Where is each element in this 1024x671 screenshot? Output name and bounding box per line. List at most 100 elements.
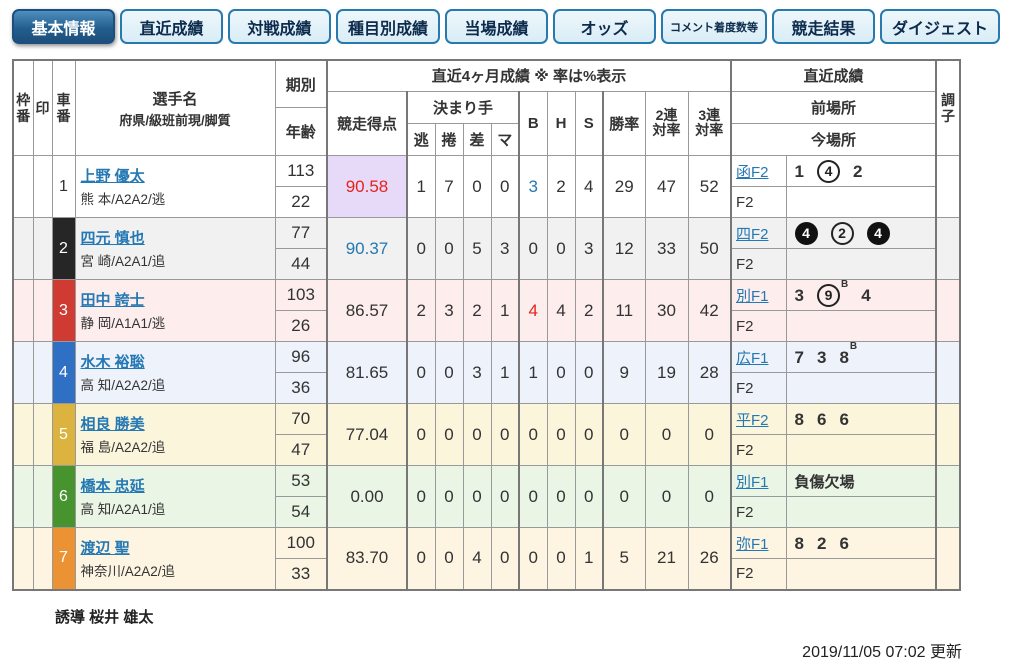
mark-cell (32, 279, 53, 342)
col-header-player-name: 選手名 (152, 90, 198, 108)
h-cell: 2 (546, 155, 576, 218)
prev-venue-cell: 別F1 (730, 465, 787, 497)
kimarite-cell: 0 (490, 527, 520, 590)
kimarite-cell: 2 (406, 279, 436, 342)
col-header-period-age: 期別 年齢 (274, 59, 328, 156)
col-header-quinella2: 2連 対率 (644, 90, 689, 156)
condition-cell (935, 279, 961, 342)
finish-mark: 4 (866, 221, 890, 245)
finish-mark: 3 (816, 347, 827, 367)
kimarite-cell: 3 (434, 279, 464, 342)
bike-number-badge: 4 (51, 341, 76, 404)
mark-cell (32, 465, 53, 528)
prev-venue-link[interactable]: 別F1 (736, 287, 769, 305)
mark-cell (32, 403, 53, 466)
kimarite-cell: 7 (434, 155, 464, 218)
rider-name-link[interactable]: 四元 慎也 (80, 230, 145, 247)
kimarite-cell: 0 (406, 403, 436, 466)
rider-name-link[interactable]: 田中 誇士 (80, 292, 145, 309)
tab-head-to-head[interactable]: 対戦成績 (228, 9, 331, 44)
quinella2-cell: 30 (644, 279, 689, 342)
rider-row-top: 7 渡辺 聖神奈川/A2A2/追 100 83.70 0 0 4 0 0 0 1 5 21 26 弥F1 8 2… (12, 527, 961, 590)
col-header-age: 年齢 (285, 124, 316, 141)
rider-name-link[interactable]: 橋本 忠延 (80, 478, 145, 495)
period-cell: 103 (274, 279, 328, 311)
kimarite-cell: 4 (462, 527, 492, 590)
tab-digest[interactable]: ダイジェスト (880, 9, 1001, 44)
prev-venue-link[interactable]: 広F1 (736, 349, 769, 367)
finish-mark: 4 (816, 159, 840, 183)
s-cell: 4 (574, 155, 604, 218)
condition-cell (935, 341, 961, 404)
rider-row-top: 1 上野 優太熊 本/A2A2/逃 113 90.58 1 7 0 0 3 2 4 29 47 52 函F2… (12, 155, 961, 218)
win-rate-cell: 9 (602, 341, 646, 404)
rider-cell: 水木 裕聡高 知/A2A2/追 (74, 341, 276, 404)
finish-mark: 7 (794, 347, 804, 367)
s-cell: 0 (574, 465, 604, 528)
tab-recent-results[interactable]: 直近成績 (120, 9, 223, 44)
s-cell: 1 (574, 527, 604, 590)
bike-number-badge: 6 (51, 465, 76, 528)
cur-results-cell (785, 186, 937, 218)
col-header-condition: 調子 (935, 59, 961, 156)
waku-cell (12, 465, 34, 528)
win-rate-cell: 0 (602, 465, 646, 528)
quinella3-cell: 42 (687, 279, 732, 342)
rider-profile: 高 知/A2A1/追 (80, 502, 166, 517)
rider-name-link[interactable]: 相良 勝美 (80, 416, 145, 433)
condition-cell (935, 527, 961, 590)
bike-number-badge: 3 (51, 279, 76, 342)
col-header-player: 選手名 府県/級班前現/脚質 (74, 59, 276, 156)
h-cell: 0 (546, 341, 576, 404)
prev-venue-cell: 函F2 (730, 155, 787, 187)
tab-odds[interactable]: オッズ (553, 9, 657, 44)
finish-mark: 2 (852, 161, 863, 181)
finish-mark: 4 (861, 285, 871, 305)
score-cell: 90.37 (326, 217, 408, 280)
prev-venue-link[interactable]: 四F2 (736, 225, 769, 243)
kimarite-cell: 5 (462, 217, 492, 280)
cur-venue-cell: F2 (730, 558, 787, 590)
quinella2-cell: 19 (644, 341, 689, 404)
prev-venue-link[interactable]: 弥F1 (736, 535, 769, 553)
rider-name-link[interactable]: 上野 優太 (80, 168, 145, 185)
finish-mark: 2 (830, 221, 854, 245)
tab-basic-info[interactable]: 基本情報 (12, 9, 115, 44)
kimarite-cell: 0 (490, 465, 520, 528)
tab-by-event[interactable]: 種目別成績 (336, 9, 441, 44)
b-cell: 3 (518, 155, 548, 218)
col-header-quinella3: 3連 対率 (687, 90, 732, 156)
rider-name-link[interactable]: 渡辺 聖 (80, 539, 130, 557)
score-cell: 86.57 (326, 279, 408, 342)
kimarite-cell: 0 (462, 403, 492, 466)
b-cell: 0 (518, 465, 548, 528)
cur-results-cell (785, 496, 937, 528)
tab-comment-finish-counts[interactable]: コメント着度数等 (661, 9, 768, 44)
win-rate-cell: 5 (602, 527, 646, 590)
tab-race-results[interactable]: 競走結果 (772, 9, 876, 44)
kimarite-cell: 0 (490, 155, 520, 218)
col-header-b: B (518, 90, 548, 156)
cur-venue-label: F2 (736, 193, 754, 211)
waku-cell (12, 155, 34, 218)
prev-venue-link[interactable]: 別F1 (736, 473, 769, 491)
waku-cell (12, 217, 34, 280)
waku-cell (12, 403, 34, 466)
age-cell: 44 (274, 248, 328, 280)
cur-results-cell (785, 558, 937, 590)
col-header-waku: 枠番 (12, 59, 34, 156)
cur-venue-cell: F2 (730, 496, 787, 528)
prev-venue-link[interactable]: 平F2 (736, 411, 769, 429)
col-header-sashi: 差 (462, 123, 492, 156)
age-cell: 47 (274, 434, 328, 466)
kimarite-cell: 0 (434, 217, 464, 280)
rider-profile: 宮 崎/A2A1/追 (80, 254, 166, 269)
tab-current-venue[interactable]: 当場成績 (445, 9, 549, 44)
rider-name-link[interactable]: 水木 裕聡 (80, 354, 145, 371)
bike-number-badge: 5 (51, 403, 76, 466)
rider-info-table: 枠番 印 車番 選手名 府県/級班前現/脚質 期別 年齢 直近4ヶ月成績 ※ 率… (12, 59, 961, 591)
prev-venue-link[interactable]: 函F2 (736, 163, 769, 181)
quinella3-cell: 50 (687, 217, 732, 280)
b-cell: 1 (518, 341, 548, 404)
kimarite-cell: 2 (462, 279, 492, 342)
